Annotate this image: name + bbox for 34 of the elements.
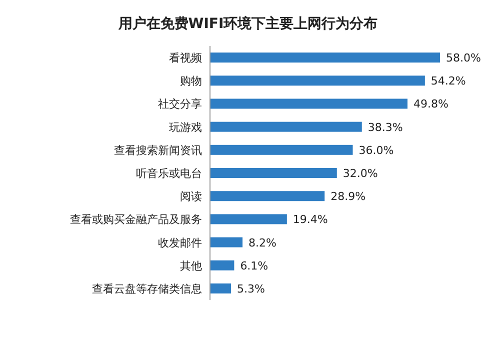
y-tick-label: 查看搜索新闻资讯 [114,144,202,157]
y-tick-label: 购物 [180,74,202,88]
data-label: 32.0% [342,167,378,180]
y-tick-label: 阅读 [180,190,202,204]
bar [210,237,243,248]
bar [210,122,362,132]
data-label: 28.9% [330,190,366,204]
bar [210,76,425,86]
bar [210,283,232,294]
y-tick-label: 其他 [180,259,202,272]
data-label: 6.1% [240,259,268,272]
bar [210,98,408,109]
y-tick-label: 查看云盘等存储类信息 [92,282,202,296]
bar [210,260,234,270]
data-label: 38.3% [368,120,403,134]
bar [210,191,325,202]
bar [210,52,440,63]
data-label: 5.3% [237,282,265,296]
data-label: 8.2% [248,236,276,250]
chart-title: 用户在免费WIFI环境下主要上网行为分布 [117,15,378,32]
data-label: 49.8% [413,98,448,111]
y-tick-label: 社交分享 [158,98,202,111]
data-label: 58.0% [446,52,481,65]
y-tick-label: 听音乐或电台 [136,167,202,180]
bar [210,168,337,178]
data-label: 36.0% [358,144,394,157]
bar [210,214,287,224]
y-tick-label: 玩游戏 [169,120,202,134]
bar [210,144,353,155]
y-tick-label: 查看或购买金融产品及服务 [70,213,202,226]
y-tick-label: 收发邮件 [158,236,202,250]
data-label: 54.2% [430,74,466,88]
y-tick-label: 看视频 [169,52,202,65]
data-label: 19.4% [292,213,328,226]
